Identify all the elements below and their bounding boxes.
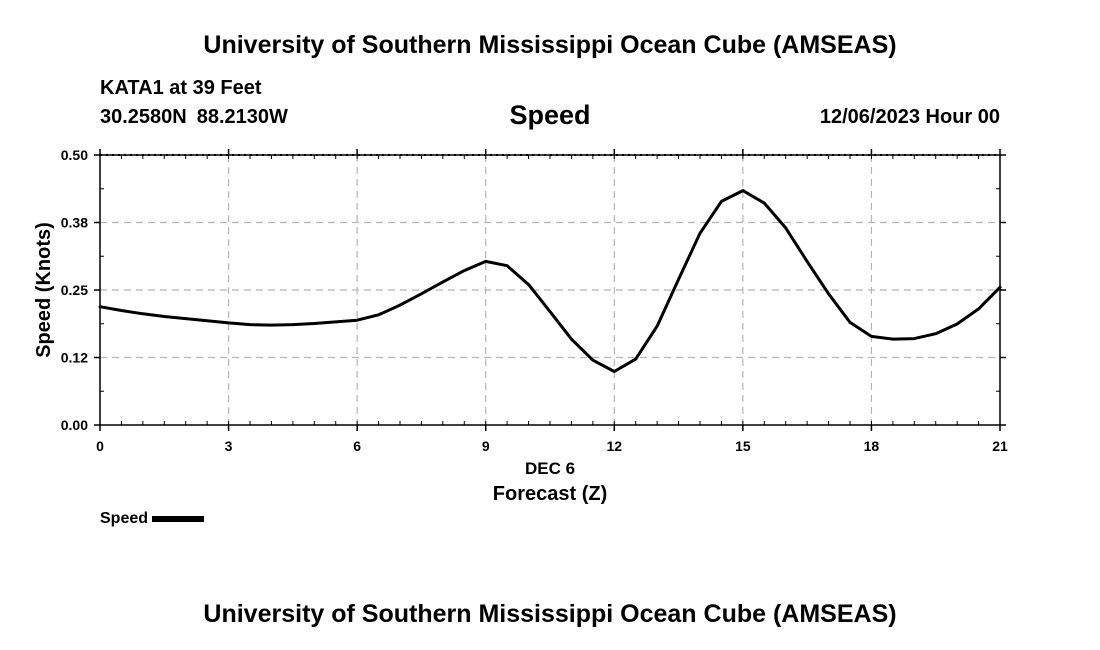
data-point bbox=[505, 264, 509, 267]
x-tick-label: 6 bbox=[353, 438, 361, 454]
data-point bbox=[848, 321, 852, 324]
data-point bbox=[977, 307, 980, 311]
data-point bbox=[655, 324, 659, 328]
longitude: 88.2130W bbox=[196, 106, 288, 128]
station-coordinates: 30.2580N 88.2130W bbox=[100, 106, 288, 129]
data-point bbox=[548, 310, 552, 313]
data-point bbox=[698, 232, 702, 235]
x-tick-label: 15 bbox=[735, 438, 751, 454]
footer-title: University of Southern Mississippi Ocean… bbox=[203, 600, 897, 628]
data-point bbox=[805, 260, 809, 263]
data-point bbox=[291, 323, 295, 326]
y-tick-label: 0.50 bbox=[61, 147, 88, 163]
data-point bbox=[741, 189, 745, 192]
data-point bbox=[484, 260, 487, 263]
forecast-datetime: 12/06/2023 Hour 00 bbox=[819, 106, 1000, 128]
data-point bbox=[141, 312, 145, 315]
data-point bbox=[613, 370, 616, 373]
data-point bbox=[870, 335, 873, 338]
x-axis-date-label: DEC 6 bbox=[525, 459, 575, 478]
data-point bbox=[784, 226, 787, 230]
data-point bbox=[270, 323, 273, 327]
data-point bbox=[634, 357, 637, 361]
data-point bbox=[891, 337, 895, 341]
y-axis-label: Speed (Knots) bbox=[33, 222, 55, 358]
legend-line-swatch bbox=[152, 516, 205, 522]
data-point bbox=[463, 269, 466, 272]
data-point bbox=[763, 201, 766, 205]
data-point bbox=[313, 322, 316, 325]
data-point bbox=[913, 337, 916, 340]
data-point bbox=[163, 315, 166, 318]
data-point bbox=[334, 320, 337, 324]
y-tick-label: 0.12 bbox=[61, 350, 88, 366]
x-tick-label: 0 bbox=[96, 438, 104, 454]
data-point bbox=[677, 278, 680, 281]
y-tick-label: 0.00 bbox=[61, 417, 88, 433]
data-point bbox=[827, 292, 830, 295]
data-point bbox=[527, 283, 530, 286]
data-point bbox=[934, 332, 937, 335]
variable-title: Speed bbox=[509, 100, 591, 130]
data-point bbox=[184, 317, 187, 320]
y-tick-label: 0.25 bbox=[61, 282, 88, 298]
data-point bbox=[227, 321, 230, 325]
x-tick-label: 3 bbox=[225, 438, 233, 454]
data-point bbox=[570, 337, 573, 341]
data-point bbox=[441, 280, 445, 284]
data-point bbox=[420, 292, 423, 295]
x-axis: 0 3 6 9 12 15 18 21 bbox=[96, 149, 1008, 454]
series-layer bbox=[98, 189, 1002, 373]
x-tick-label: 21 bbox=[992, 438, 1008, 454]
legend: Speed bbox=[100, 510, 205, 528]
data-point bbox=[720, 200, 723, 203]
chart-title: University of Southern Mississippi Ocean… bbox=[203, 31, 897, 59]
x-axis-label: Forecast (Z) bbox=[493, 483, 607, 505]
x-tick-label: 18 bbox=[864, 438, 880, 454]
latitude: 30.2580N bbox=[100, 106, 187, 128]
y-axis: 0.00 0.12 0.25 0.38 0.50 bbox=[61, 147, 1006, 433]
data-point bbox=[377, 313, 380, 317]
series-line-speed bbox=[98, 189, 1002, 373]
station-label: KATA1 at 39 Feet bbox=[100, 77, 262, 99]
data-point bbox=[355, 319, 359, 322]
x-tick-label: 9 bbox=[482, 438, 490, 454]
data-point bbox=[591, 359, 595, 362]
data-point bbox=[248, 323, 252, 326]
data-point bbox=[205, 319, 209, 322]
data-point bbox=[955, 322, 959, 326]
y-tick-label: 0.38 bbox=[61, 215, 88, 231]
data-point bbox=[398, 303, 402, 307]
x-tick-label: 12 bbox=[606, 438, 622, 454]
legend-label: Speed bbox=[100, 510, 149, 527]
grid-lines bbox=[100, 155, 1000, 425]
data-point bbox=[120, 309, 123, 312]
